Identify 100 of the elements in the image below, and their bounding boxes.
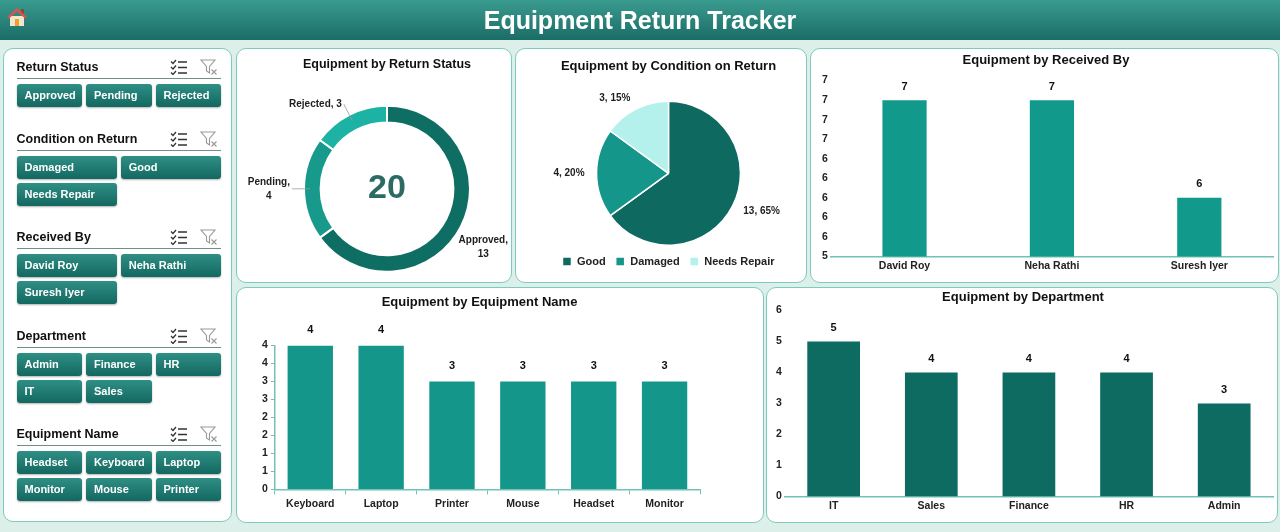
x-tick-label: HR <box>1118 498 1135 511</box>
data-label: 4 <box>307 323 315 336</box>
filter-button[interactable]: Needs Repair <box>16 182 117 206</box>
filter-button[interactable]: Sales <box>86 379 152 403</box>
filter-button[interactable]: Laptop <box>155 451 221 474</box>
chart-title: Equipment by Return Status <box>303 56 471 72</box>
category-label: Suresh Iyer <box>24 286 85 298</box>
bar <box>807 341 861 497</box>
filter-button[interactable]: Approved <box>16 84 82 107</box>
x-tick-label: Laptop <box>363 496 399 509</box>
y-tick-label: 6 <box>822 171 828 184</box>
category-label: IT <box>24 384 35 397</box>
data-label: 5 <box>830 321 837 334</box>
category-label: Needs Repair <box>24 187 95 200</box>
data-label: 6 <box>1196 177 1203 190</box>
filter-button[interactable]: HR <box>155 352 221 376</box>
chart-title: Equipment by Received By <box>962 52 1131 68</box>
x-tick-label: IT <box>828 498 839 511</box>
chart-title: Equipment by Condition on Return <box>560 58 777 74</box>
data-label: 4 <box>1123 352 1131 365</box>
filter-button[interactable]: Pending <box>86 84 152 107</box>
y-tick-label: 6 <box>776 303 782 316</box>
chart-title: Equipment by Equipment Name <box>381 294 578 310</box>
filter-button[interactable]: David Roy <box>16 254 117 277</box>
filter-button[interactable]: Monitor <box>16 478 82 501</box>
x-tick-label: David Roy <box>878 258 931 271</box>
y-tick-label: 2 <box>776 427 782 440</box>
filter-button[interactable]: Suresh Iyer <box>16 281 117 304</box>
x-tick-label: Admin <box>1207 498 1241 511</box>
y-tick-label: 6 <box>822 151 828 164</box>
data-label: 3, 15% <box>599 92 631 104</box>
y-tick-label: 0 <box>262 482 268 495</box>
filter-button[interactable]: Neha Rathi <box>120 254 221 277</box>
filter-button[interactable]: IT <box>16 379 82 403</box>
filter-button[interactable]: Keyboard <box>86 451 152 474</box>
category-label: Pending <box>94 89 138 101</box>
category-label: HR <box>163 357 180 370</box>
x-tick-label: Mouse <box>506 496 540 509</box>
category-label: Good <box>128 160 158 173</box>
x-tick-label: Neha Rathi <box>1024 258 1080 271</box>
data-label: 3 <box>1221 383 1228 396</box>
filter-button[interactable]: Good <box>120 155 221 179</box>
data-label: 3 <box>590 359 597 372</box>
y-tick-label: 3 <box>776 396 782 409</box>
filter-button[interactable]: Rejected <box>155 84 221 107</box>
filter-button[interactable]: Headset <box>16 451 82 474</box>
data-label: 4 <box>928 352 936 365</box>
data-label: 4 <box>378 323 386 336</box>
category-label: Rejected <box>163 89 210 101</box>
legend-label: Good <box>576 254 606 267</box>
data-label: 4, 20% <box>553 167 585 179</box>
data-label: 3 <box>661 359 668 372</box>
category-label: Approved <box>24 89 76 101</box>
bar <box>1100 372 1153 497</box>
data-label: Rejected, 3 <box>289 97 343 109</box>
y-tick-label: 6 <box>822 229 828 242</box>
text: Return Status <box>16 60 99 74</box>
text: Department <box>16 328 86 343</box>
bar <box>1197 403 1251 497</box>
category-label: Damaged <box>24 160 75 173</box>
legend-label: Needs Repair <box>704 254 776 267</box>
x-tick-label: Finance <box>1009 498 1049 511</box>
y-tick-label: 6 <box>822 190 828 203</box>
y-tick-label: 7 <box>822 73 828 86</box>
x-tick-label: Headset <box>573 496 615 509</box>
y-tick-label: 7 <box>822 93 828 106</box>
y-tick-label: 4 <box>262 356 268 369</box>
y-tick-label: 6 <box>822 210 828 223</box>
y-tick-label: 5 <box>822 249 828 262</box>
x-tick-label: Printer <box>435 496 469 509</box>
data-label: Pending, 4 <box>247 175 291 201</box>
bar <box>904 372 958 497</box>
bar <box>1002 372 1056 497</box>
y-tick-label: 3 <box>262 392 268 405</box>
text: 20 <box>368 167 406 206</box>
filter-button[interactable]: Finance <box>86 352 152 376</box>
text: Received By <box>16 230 91 244</box>
text: Equipment Name <box>16 427 119 441</box>
text: Condition on Return <box>16 131 138 146</box>
category-label: Laptop <box>163 456 201 468</box>
data-label: 13, 65% <box>743 205 781 217</box>
filter-button[interactable]: Admin <box>16 352 82 376</box>
data-label: Approved, 13 <box>458 233 509 259</box>
y-tick-label: 1 <box>262 446 268 459</box>
category-label: Sales <box>94 384 123 397</box>
data-label: 7 <box>901 79 908 92</box>
category-label: Admin <box>24 357 59 370</box>
y-tick-label: 2 <box>262 410 268 423</box>
category-label: Headset <box>24 456 68 468</box>
x-tick-label: Sales <box>917 498 946 511</box>
filter-button[interactable]: Printer <box>155 478 221 501</box>
y-tick-label: 0 <box>776 489 782 502</box>
data-label: 7 <box>1048 79 1055 92</box>
legend-label: Damaged <box>630 254 680 267</box>
filter-button[interactable]: Mouse <box>86 478 152 501</box>
category-label: Mouse <box>94 483 129 495</box>
x-tick-label: Suresh Iyer <box>1170 258 1228 271</box>
filter-button[interactable]: Damaged <box>16 155 117 179</box>
y-tick-label: 2 <box>262 428 268 441</box>
chart-title: Equipment by Department <box>942 289 1105 305</box>
